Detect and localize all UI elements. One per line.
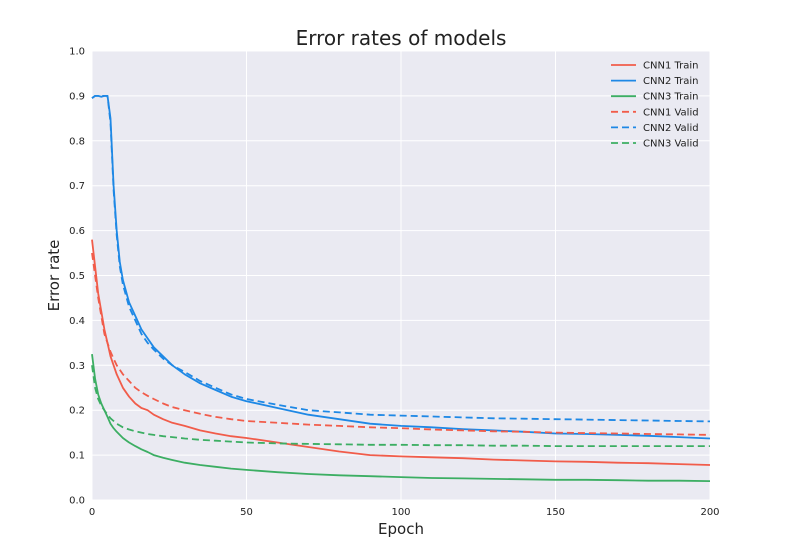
x-tick-label: 200 bbox=[700, 507, 719, 518]
y-tick-label: 1.0 bbox=[69, 47, 85, 58]
gridlines bbox=[91, 50, 711, 501]
series-line-2 bbox=[91, 353, 711, 482]
series-line-3 bbox=[91, 252, 711, 436]
y-tick-label: 0.8 bbox=[69, 136, 85, 147]
legend-label: CNN3 Train bbox=[643, 92, 698, 103]
series-line-0 bbox=[91, 239, 711, 466]
tick-labels: 0.0 0.1 0.2 0.3 0.4 0.5 0.6 0.7 0.8 0.9 1.0 0 50 100 1… bbox=[69, 47, 719, 519]
y-tick-label: 0.0 bbox=[69, 496, 85, 507]
y-axis-label: Error rate bbox=[45, 240, 63, 312]
x-tick-label: 50 bbox=[240, 507, 253, 518]
y-tick-label: 0.6 bbox=[69, 226, 85, 237]
y-tick-label: 0.4 bbox=[69, 316, 85, 327]
x-tick-label: 100 bbox=[391, 507, 410, 518]
legend: CNN1 Train CNN2 Train CNN3 Train CNN1 Valid… bbox=[611, 61, 699, 150]
y-tick-label: 0.5 bbox=[69, 271, 85, 282]
x-axis-label: Epoch bbox=[378, 520, 424, 538]
series-lines bbox=[91, 95, 711, 482]
y-tick-label: 0.3 bbox=[69, 361, 85, 372]
y-tick-label: 0.7 bbox=[69, 181, 85, 192]
y-tick-label: 0.2 bbox=[69, 406, 85, 417]
legend-label: CNN1 Valid bbox=[643, 107, 699, 118]
legend-label: CNN3 Valid bbox=[643, 139, 699, 150]
chart-title: Error rates of models bbox=[296, 26, 507, 50]
legend-label: CNN2 Valid bbox=[643, 123, 699, 134]
series-line-5 bbox=[91, 365, 710, 448]
y-tick-label: 0.1 bbox=[69, 451, 85, 462]
x-tick-label: 0 bbox=[89, 507, 95, 518]
y-tick-label: 0.9 bbox=[69, 91, 85, 102]
legend-label: CNN1 Train bbox=[643, 61, 698, 72]
series-line-4 bbox=[91, 95, 711, 423]
x-tick-label: 150 bbox=[546, 507, 565, 518]
legend-label: CNN2 Train bbox=[643, 76, 698, 87]
